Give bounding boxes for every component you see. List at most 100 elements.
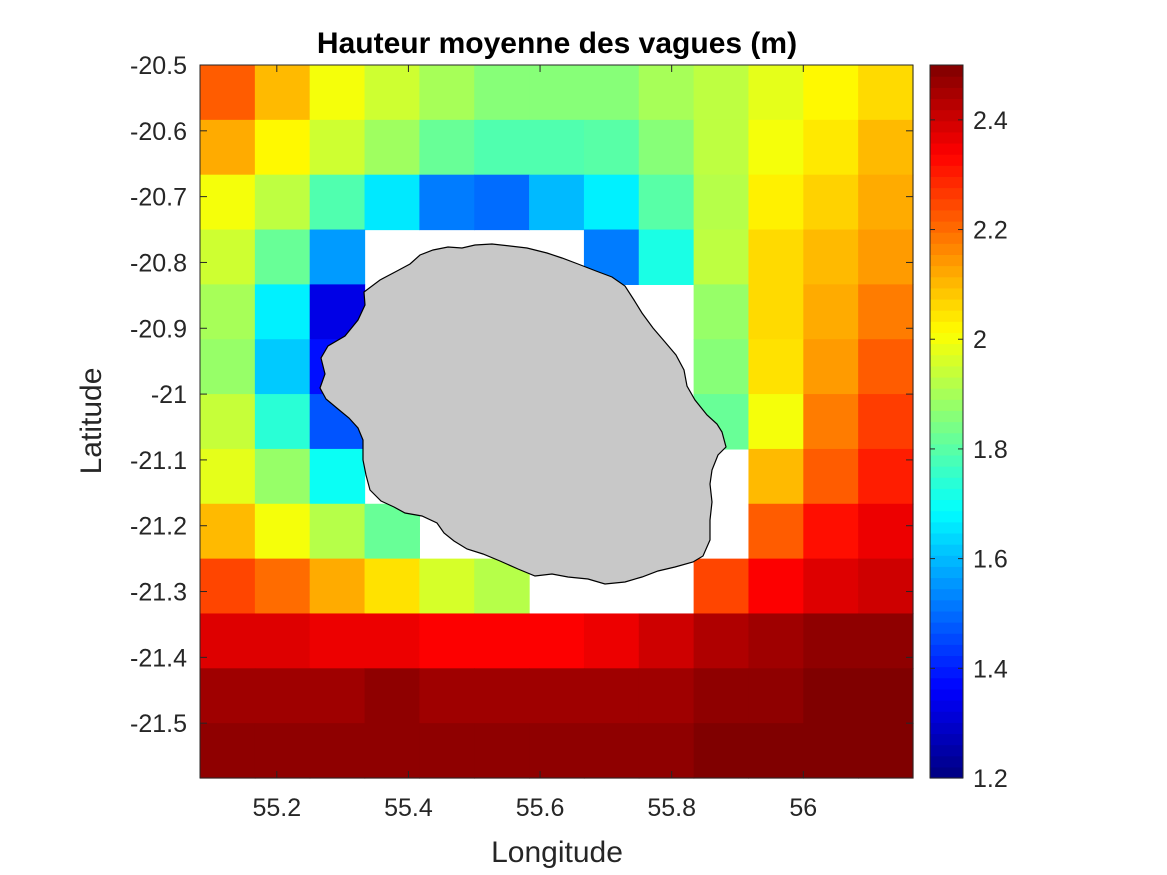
heatmap-cell — [254, 174, 311, 231]
colorbar-segment — [930, 666, 963, 679]
heatmap-cell — [803, 339, 859, 395]
y-tick-label: -21 — [151, 381, 187, 409]
heatmap-cell — [364, 668, 420, 724]
colorbar-segment — [930, 365, 963, 378]
heatmap-cell — [748, 119, 804, 176]
heatmap-cell — [419, 119, 475, 176]
colorbar-segment — [930, 677, 963, 690]
colorbar-segment — [930, 120, 963, 133]
heatmap-cell — [254, 339, 311, 395]
x-tick-label: 55.4 — [384, 794, 433, 822]
colorbar-segment — [930, 198, 963, 211]
heatmap-cell — [803, 229, 859, 285]
heatmap-cell — [309, 119, 366, 176]
heatmap-cell — [858, 339, 914, 395]
heatmap-cell — [748, 613, 804, 669]
heatmap-cell — [254, 229, 311, 285]
heatmap-cell — [748, 229, 804, 285]
heatmap-cell — [529, 613, 585, 669]
heatmap-cell — [858, 119, 914, 176]
heatmap-cell — [200, 448, 256, 505]
heatmap-cell — [803, 613, 859, 669]
heatmap-cell — [693, 668, 750, 724]
colorbar-segment — [930, 711, 963, 723]
heatmap-cell — [474, 174, 530, 231]
heatmap-cell — [803, 448, 859, 505]
heatmap-cell — [748, 339, 804, 395]
colorbar-segment — [930, 488, 963, 501]
heatmap-cell — [748, 503, 804, 560]
colorbar-segment — [930, 87, 963, 100]
heatmap-cell — [200, 284, 256, 340]
y-tick-label: -20.5 — [130, 52, 187, 80]
heatmap-cell — [200, 339, 256, 395]
heatmap-cell — [200, 119, 256, 176]
heatmap-cell — [693, 174, 750, 231]
heatmap-cell — [364, 558, 420, 615]
colorbar-segment — [930, 287, 963, 300]
colorbar-segment — [930, 733, 963, 746]
heatmap-cell — [858, 723, 914, 779]
colorbar-segment — [930, 655, 963, 668]
heatmap-cell — [748, 394, 804, 450]
heatmap-cell — [364, 723, 420, 779]
heatmap-cell — [693, 65, 750, 121]
colorbar-segment — [930, 354, 963, 367]
heatmap-cell — [638, 723, 695, 779]
heatmap-cell — [858, 613, 914, 669]
colorbar-segment — [930, 700, 963, 712]
colorbar-segment — [930, 142, 963, 155]
heatmap-cell — [254, 503, 311, 560]
colorbar-tick-label: 2 — [973, 326, 987, 354]
heatmap-cell — [254, 119, 311, 176]
y-tick-label: -21.5 — [130, 710, 187, 738]
x-tick-label: 56 — [789, 794, 817, 822]
heatmap-cell — [638, 119, 695, 176]
heatmap-cell — [638, 668, 695, 724]
heatmap-cell — [254, 448, 311, 505]
colorbar-tick-label: 2.4 — [973, 107, 1008, 135]
heatmap-cell — [254, 394, 311, 450]
heatmap-cell — [200, 558, 256, 615]
colorbar-segment — [930, 109, 963, 122]
heatmap-cell — [583, 119, 640, 176]
heatmap-cell — [200, 65, 256, 121]
heatmap-cell — [803, 119, 859, 176]
heatmap-cell — [529, 119, 585, 176]
colorbar-segment — [930, 220, 963, 233]
colorbar-segment — [930, 566, 963, 579]
colorbar-segment — [930, 243, 963, 255]
colorbar-segment — [930, 131, 963, 144]
heatmap-cell — [583, 613, 640, 669]
heatmap-cell — [200, 394, 256, 450]
colorbar-segment — [930, 421, 963, 434]
heatmap-cell — [803, 394, 859, 450]
colorbar-segment — [930, 510, 963, 523]
heatmap-cell — [309, 448, 366, 505]
heatmap-cell — [200, 668, 256, 724]
colorbar-segment — [930, 165, 963, 178]
colorbar-segment — [930, 499, 963, 512]
colorbar-segment — [930, 443, 963, 456]
x-tick-label: 55.2 — [252, 794, 301, 822]
x-axis-ticks: 55.2 55.4 55.6 55.8 56 — [252, 65, 817, 822]
heatmap-cell — [254, 613, 311, 669]
y-tick-label: -21.2 — [130, 513, 187, 541]
heatmap-cell — [200, 174, 256, 231]
colorbar-tick-label: 1.6 — [973, 546, 1008, 574]
heatmap-cell — [474, 613, 530, 669]
y-tick-label: -21.1 — [130, 447, 187, 475]
heatmap-cell — [254, 284, 311, 340]
heatmap-cell — [803, 723, 859, 779]
colorbar-segment — [930, 766, 963, 779]
heatmap-cell — [693, 284, 750, 340]
heatmap-cell — [309, 229, 366, 285]
heatmap-cell — [748, 723, 804, 779]
x-tick-label: 55.8 — [647, 794, 696, 822]
heatmap-cell — [583, 723, 640, 779]
colorbar-segment — [930, 187, 963, 200]
heatmap-cell — [803, 668, 859, 724]
colorbar-segment — [930, 176, 963, 189]
colorbar-segment — [930, 633, 963, 645]
